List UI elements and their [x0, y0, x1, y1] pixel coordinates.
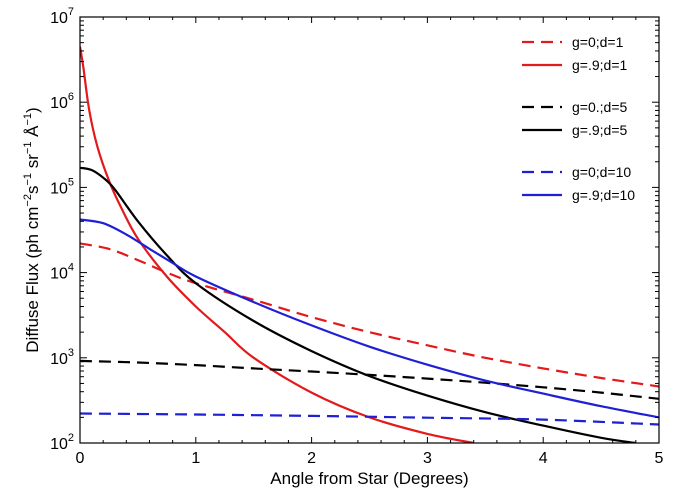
y-tick-label: 105 [50, 176, 74, 197]
legend-label: g=.9;d=1 [572, 57, 627, 73]
series-line-6 [80, 218, 659, 419]
series-line-4 [80, 166, 636, 443]
x-tick-label: 0 [76, 450, 85, 467]
series-line-3 [80, 359, 659, 400]
legend: g=0;d=1 g=.9;d=1 g=0.;d=5 g=.9;d=5 g=0;d=10 g… [522, 34, 635, 203]
x-tick-label: 2 [307, 450, 316, 467]
y-tick-label: 106 [50, 91, 74, 112]
legend-label: g=0;d=10 [572, 164, 631, 180]
y-tick-label: 107 [50, 6, 74, 27]
y-tick-label: 104 [50, 262, 74, 283]
plot-frame [79, 16, 660, 444]
x-tick-label: 1 [191, 450, 200, 467]
y-axis-label: Diffuse Flux (ph cm−2s−1 sr−1 Å−1) [22, 107, 42, 352]
x-tick-label: 5 [655, 450, 664, 467]
series-line-1 [80, 242, 659, 388]
x-tick-label: 4 [539, 450, 548, 467]
y-tick-label: 102 [50, 432, 74, 453]
x-tick-label: 3 [423, 450, 432, 467]
plot-area [80, 46, 659, 443]
x-axis-label: Angle from Star (Degrees) [270, 469, 468, 488]
axes-ticks: 0 1 2 3 4 5 102 103 104 105 106 107 [50, 6, 663, 467]
legend-label: g=.9;d=10 [572, 187, 635, 203]
legend-label: g=.9;d=5 [572, 122, 627, 138]
series-line-2 [80, 46, 474, 443]
series-line-5 [80, 412, 659, 426]
legend-label: g=0;d=1 [572, 34, 624, 50]
legend-label: g=0.;d=5 [572, 99, 627, 115]
y-tick-label: 103 [50, 347, 74, 368]
